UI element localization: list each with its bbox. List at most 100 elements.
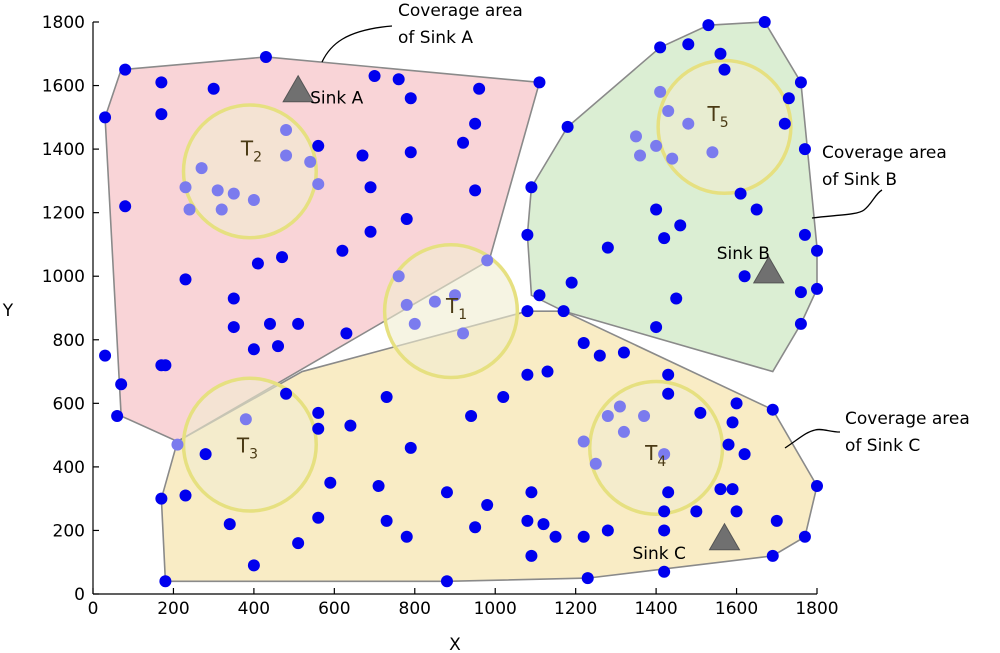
- sensor-point: [392, 73, 405, 86]
- sensor-point: [207, 82, 220, 95]
- sensor-point: [658, 505, 671, 518]
- sensor-point: [794, 317, 807, 330]
- sensor-point-in-target: [706, 146, 719, 159]
- sensor-point: [798, 228, 811, 241]
- sensor-point: [227, 321, 240, 334]
- annotation-leader-c: [784, 428, 841, 449]
- sensor-point: [533, 289, 546, 302]
- sensor-point: [344, 419, 357, 432]
- sensor-point: [601, 241, 614, 254]
- sensor-point: [155, 76, 168, 89]
- sensor-point: [537, 518, 550, 531]
- sensor-point-in-target: [589, 457, 602, 470]
- sensor-point: [469, 117, 482, 130]
- sensor-point: [404, 92, 417, 105]
- sensor-point-in-target: [280, 124, 293, 137]
- sensor-point-in-target: [449, 289, 461, 302]
- sensor-point-in-target: [601, 410, 614, 423]
- sensor-point: [521, 514, 534, 527]
- sensor-point: [247, 343, 260, 356]
- sensor-point: [292, 537, 305, 550]
- y-tick-label: 1000: [42, 267, 85, 287]
- sensor-point: [730, 505, 743, 518]
- sensor-point: [263, 317, 276, 330]
- sensor-point-in-target: [227, 187, 240, 200]
- x-tick-label: 400: [238, 599, 270, 619]
- sensor-point-in-target: [195, 162, 208, 175]
- y-axis-label: Y: [2, 301, 14, 321]
- sensor-point: [481, 499, 494, 512]
- sensor-point: [577, 530, 590, 543]
- sensor-point-in-target: [171, 438, 184, 451]
- x-axis-label: X: [449, 635, 461, 653]
- sensor-point-in-target: [682, 117, 695, 130]
- x-tick-label: 200: [157, 599, 189, 619]
- sensor-point: [372, 479, 385, 492]
- sensor-point-in-target: [312, 178, 325, 191]
- y-tick-label: 1200: [42, 204, 85, 224]
- sensor-point: [617, 346, 630, 359]
- sink-a-marker: [282, 74, 314, 103]
- sensor-point: [364, 181, 377, 194]
- sensor-point: [734, 187, 747, 200]
- sensor-point: [251, 257, 264, 270]
- annotation-leader-b: [811, 189, 883, 219]
- annotation-c-line2: of Sink C: [845, 436, 920, 456]
- sensor-point: [778, 117, 791, 130]
- sensor-point: [155, 359, 168, 372]
- sensor-point: [312, 422, 325, 435]
- sensor-point-in-target: [658, 448, 671, 461]
- sensor-point-in-target: [666, 152, 679, 165]
- sensor-point: [115, 378, 128, 391]
- target-1: [382, 243, 520, 380]
- sensor-point: [650, 203, 663, 216]
- sensor-point: [525, 549, 538, 562]
- sensor-point-in-target: [650, 139, 663, 152]
- sensor-point-in-target: [481, 254, 494, 267]
- sensor-point: [525, 486, 538, 499]
- sensor-point: [276, 251, 289, 264]
- y-tick-label: 800: [53, 331, 85, 351]
- sensor-point: [593, 349, 606, 362]
- sink-c-marker: [708, 522, 741, 551]
- sensor-point-in-target: [280, 149, 293, 162]
- sensor-point: [380, 390, 393, 403]
- sensor-point: [541, 365, 554, 378]
- x-tick-label: 0: [88, 599, 99, 619]
- sink-markers: Sink A Sink B Sink C: [282, 74, 785, 564]
- sensor-point-in-target: [183, 203, 196, 216]
- sensor-point: [714, 483, 727, 496]
- sensor-point: [380, 514, 393, 527]
- sensor-point: [356, 149, 369, 162]
- sensor-point-in-target: [613, 400, 626, 413]
- sensor-point: [272, 340, 285, 353]
- sensor-point: [718, 63, 731, 76]
- y-tick-label: 0: [74, 585, 85, 605]
- sensor-point: [179, 489, 192, 502]
- annotation-a-line2: of Sink A: [398, 28, 473, 48]
- sensor-point-in-target: [662, 104, 675, 117]
- sink-a-label: Sink A: [310, 89, 364, 109]
- y-tick-label: 200: [53, 521, 85, 541]
- sensor-point: [561, 120, 574, 133]
- target-4: [587, 379, 725, 516]
- sensor-point: [119, 63, 132, 76]
- sensor-point: [730, 397, 743, 410]
- annotation-c-line1: Coverage area: [845, 409, 970, 429]
- target-circles: [181, 58, 793, 516]
- sensor-point: [794, 76, 807, 89]
- annotation-leader-a: [321, 25, 393, 63]
- annotation-b-line2: of Sink B: [822, 170, 897, 190]
- sensor-point-in-target: [304, 155, 317, 168]
- sensor-point: [111, 410, 124, 423]
- y-tick-label: 1600: [42, 77, 85, 97]
- sensor-point: [404, 146, 417, 159]
- sensor-point-in-target: [457, 327, 470, 340]
- sensor-point: [766, 549, 779, 562]
- sensor-point: [782, 92, 795, 105]
- sensor-point-in-target: [428, 295, 441, 308]
- sensor-point: [738, 448, 751, 461]
- sensor-point-in-target: [239, 413, 252, 426]
- sensor-point: [658, 232, 671, 245]
